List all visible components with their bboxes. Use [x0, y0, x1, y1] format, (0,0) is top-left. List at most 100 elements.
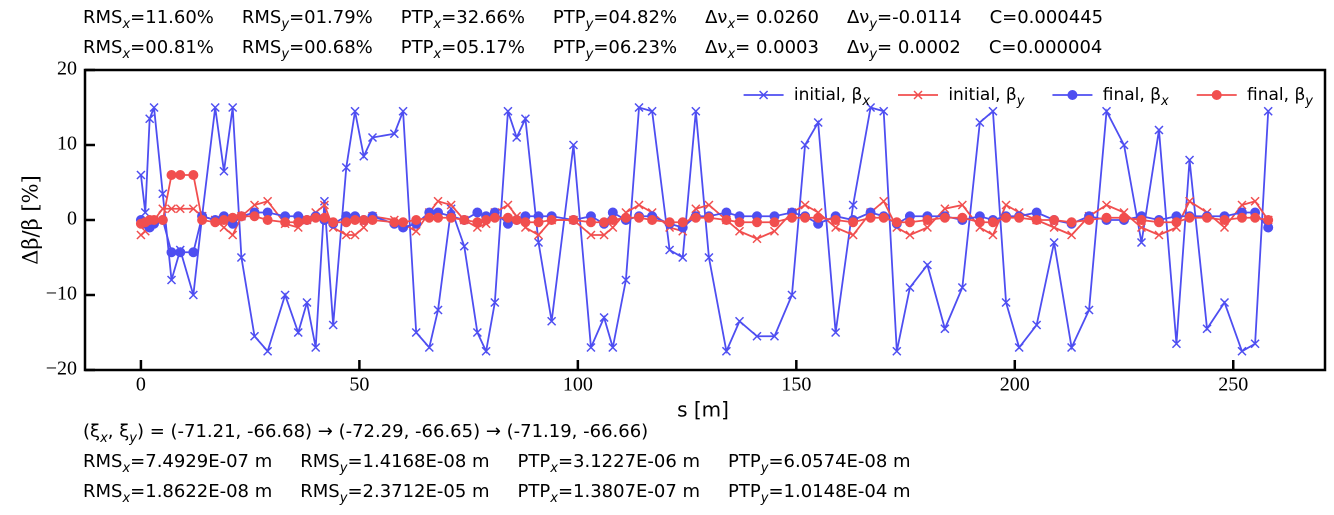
text-part: RMS — [83, 451, 122, 472]
x-marker — [1084, 305, 1094, 315]
circle-marker — [319, 212, 330, 223]
circle-marker — [218, 215, 229, 225]
subscript: x — [121, 461, 130, 476]
subscript: y — [339, 461, 348, 476]
text-part: PTP — [401, 7, 434, 28]
x-marker — [534, 230, 544, 240]
x-marker — [621, 275, 631, 285]
circle-marker — [424, 212, 435, 223]
x-marker — [691, 204, 701, 214]
legend-label: final, βx — [1103, 85, 1169, 109]
x-marker — [280, 290, 290, 300]
stat-text: RMSy=2.3712E-05 m — [300, 481, 489, 506]
circle-marker — [734, 217, 745, 228]
legend-swatch — [1196, 90, 1237, 100]
subscript: x — [121, 47, 130, 62]
circle-marker — [341, 217, 352, 228]
x-marker — [263, 346, 273, 356]
x-marker — [892, 346, 902, 356]
circle-marker — [987, 217, 998, 228]
text-part: RMS — [242, 7, 281, 28]
circle-marker — [262, 215, 273, 225]
subscript: x — [861, 94, 870, 109]
x-tick-label: 100 — [563, 374, 593, 396]
x-marker — [547, 316, 557, 326]
subscript: y — [280, 17, 289, 32]
stat-text: RMSx=7.4929E-07 m — [83, 451, 272, 476]
x-tick-label: 50 — [349, 374, 369, 396]
x-marker — [1185, 196, 1195, 206]
stat-text: RMSy=01.79% — [242, 7, 373, 32]
text-part: =04.82% — [593, 7, 677, 28]
x-marker — [359, 222, 369, 233]
subscript: y — [128, 431, 137, 446]
y-tick-label: 10 — [57, 133, 77, 155]
circle-marker — [1171, 217, 1182, 228]
text-part: = 0.0260 — [735, 7, 819, 28]
x-marker — [472, 327, 482, 338]
x-marker — [866, 102, 876, 113]
x-marker — [140, 207, 150, 218]
circle-marker — [800, 212, 811, 223]
subscript: y — [760, 461, 769, 476]
text-part: C=0.000004 — [989, 37, 1103, 58]
stat-text: RMSy=1.4168E-08 m — [300, 451, 489, 476]
subscript: x — [99, 431, 108, 446]
x-marker — [647, 106, 657, 116]
text-part: initial, β — [948, 85, 1016, 105]
circle-marker — [188, 247, 199, 258]
subscript: x — [726, 47, 735, 62]
subscript: x — [433, 17, 442, 32]
y-axis-label: Δβ/β [%] — [19, 175, 43, 265]
text-part: RMS — [300, 481, 339, 502]
x-marker — [293, 327, 303, 338]
x-marker — [228, 230, 238, 240]
x-marker — [236, 252, 246, 263]
x-marker — [350, 106, 360, 116]
x-marker — [678, 252, 688, 263]
text-part: RMS — [83, 37, 122, 58]
circle-marker — [904, 217, 915, 228]
x-marker — [988, 230, 998, 240]
x-marker — [975, 117, 985, 128]
x-marker — [175, 204, 185, 214]
x-marker — [608, 222, 618, 233]
x-marker — [503, 200, 513, 210]
circle-marker — [1153, 217, 1164, 228]
circle-marker — [1031, 215, 1042, 225]
circle-marker — [1119, 212, 1130, 223]
x-marker — [149, 102, 159, 113]
x-marker — [831, 327, 841, 338]
x-marker — [367, 132, 378, 143]
circle-marker — [1066, 217, 1077, 228]
x-marker — [957, 200, 967, 210]
circle-marker — [249, 211, 260, 222]
x-marker — [1136, 237, 1147, 248]
x-marker — [940, 324, 950, 334]
text-part: =11.60% — [130, 7, 214, 28]
circle-marker — [459, 215, 470, 225]
y-tick-label: 20 — [57, 58, 77, 80]
x-marker — [433, 196, 443, 206]
x-marker — [503, 106, 513, 116]
text-part: ) = (-71.21, -66.68) → (-72.29, -66.65) … — [137, 421, 648, 442]
text-part: =1.8622E-08 m — [130, 481, 272, 502]
x-marker — [848, 200, 858, 210]
x-marker — [787, 290, 797, 300]
x-marker — [1102, 106, 1112, 116]
text-part: =1.0148E-04 m — [768, 481, 910, 502]
x-marker — [1049, 237, 1059, 248]
x-marker — [249, 331, 260, 341]
x-marker — [831, 222, 841, 233]
x-marker — [424, 342, 434, 353]
x-marker — [848, 230, 858, 240]
subscript: x — [549, 461, 558, 476]
x-marker — [350, 230, 360, 240]
circle-marker — [166, 247, 177, 258]
circle-marker — [310, 212, 321, 223]
text-part: = 0.0002 — [877, 37, 961, 58]
stat-text: PTPx=32.66% — [401, 7, 525, 32]
x-marker — [905, 230, 915, 240]
x-marker — [1250, 196, 1260, 206]
